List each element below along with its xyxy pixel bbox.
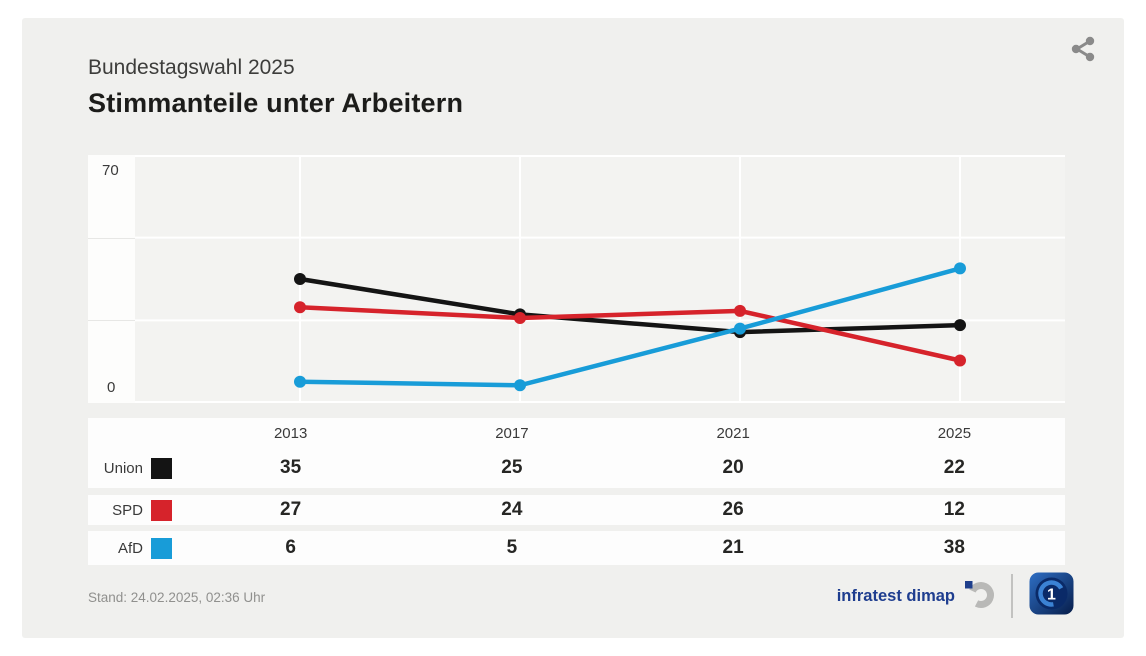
table-cell: 25: [501, 457, 523, 478]
y-tick-min: 0: [107, 379, 116, 396]
spd-color-swatch: [151, 499, 172, 521]
table-cell: 26: [722, 499, 744, 520]
party-label: AfD: [117, 539, 143, 557]
table-cell: 6: [285, 537, 296, 558]
footer-logos: infratest dimap 1: [836, 572, 1074, 620]
year-header: 2021: [716, 424, 750, 442]
page-title: Stimmanteile unter Arbeitern: [88, 88, 464, 118]
y-tick-max: 70: [102, 162, 119, 179]
infratest-dimap-logo: [962, 578, 995, 615]
afd-color-swatch: [151, 537, 172, 559]
y-axis-separator: [88, 237, 135, 239]
source-label: infratest dimap: [836, 586, 955, 605]
table-cell: 21: [722, 537, 744, 558]
footer-divider: [1011, 574, 1013, 618]
year-header: 2013: [273, 424, 308, 442]
table-cell: 38: [943, 537, 965, 558]
y-axis: 70 0: [88, 155, 135, 403]
year-header: 2017: [495, 424, 529, 442]
data-table: 2013 2017 2021 2025 Union 35 25 20 22 SP…: [88, 418, 1065, 565]
table-row-union: Union 35 25 20 22: [88, 448, 1065, 488]
party-label: Union: [103, 459, 143, 477]
table-cell: 20: [722, 457, 744, 478]
table-cell: 24: [501, 499, 523, 520]
status-timestamp: Stand: 24.02.2025, 02:36 Uhr: [88, 590, 266, 605]
party-label: SPD: [112, 501, 143, 519]
svg-text:1: 1: [1047, 587, 1056, 604]
share-button[interactable]: [1064, 30, 1104, 70]
table-cell: 27: [280, 499, 302, 520]
y-axis-separator: [88, 320, 135, 322]
ard-wahl-logo: 1: [1029, 572, 1074, 620]
table-cell: 5: [506, 537, 518, 558]
table-row-afd: AfD 6 5 21 38: [88, 531, 1065, 565]
union-color-swatch: [151, 457, 172, 479]
table-row-spd: SPD 27 24 26 12: [88, 495, 1065, 525]
table-cell: 22: [943, 457, 965, 478]
line-chart-svg: [135, 155, 1065, 403]
table-cell: 35: [280, 457, 302, 478]
line-chart: 70 0: [88, 155, 1065, 403]
chart-card: Bundestagswahl 2025 Stimmanteile unter A…: [22, 18, 1124, 638]
year-header: 2025: [937, 424, 972, 442]
table-header-row: 2013 2017 2021 2025: [88, 418, 1065, 448]
plot-area: [135, 155, 1065, 403]
table-cell: 12: [943, 499, 965, 520]
chart-subtitle: Bundestagswahl 2025: [88, 56, 295, 79]
share-icon: [1069, 34, 1099, 67]
